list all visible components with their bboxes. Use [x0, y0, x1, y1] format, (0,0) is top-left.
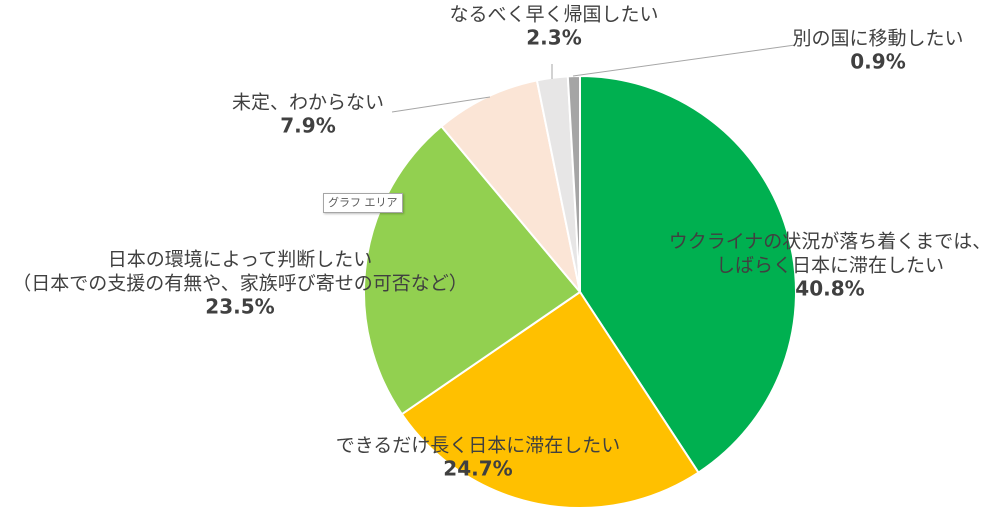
slice-value-3: 23.5% [205, 295, 274, 319]
leader-line-4 [391, 96, 491, 113]
slice-value-6: 0.9% [850, 50, 905, 74]
leader-line-6 [572, 44, 796, 77]
slice-label-6-line-1: 別の国に移動したい [792, 28, 963, 50]
slice-value-1: 40.8% [795, 277, 864, 301]
pie-slice-3 [363, 124, 582, 416]
slice-label-3-line-1: 日本の環境によって判断したい [108, 249, 372, 271]
pie-slice-2 [400, 290, 700, 509]
slice-label-3-line-2: （日本での支援の有無や、家族呼び寄せの可否など） [12, 273, 467, 295]
data-label-3: 日本の環境によって判断したい（日本での支援の有無や、家族呼び寄せの可否など）23… [12, 249, 467, 319]
pie-slices [363, 74, 797, 509]
slice-value-2: 24.7% [443, 457, 512, 481]
slice-label-5-line-1: なるべく早く帰国したい [449, 4, 658, 26]
slice-label-2-line-1: できるだけ長く日本に滞在したい [336, 435, 621, 457]
slice-value-5: 2.3% [526, 26, 581, 50]
slice-label-1-line-1: ウクライナの状況が落ち着くまでは、 [669, 231, 992, 253]
slice-label-4-line-1: 未定、わからない [232, 92, 384, 114]
slice-label-1-line-2: しばらく日本に滞在したい [716, 255, 944, 277]
chart-area-tooltip: グラフ エリア [323, 193, 403, 213]
slice-value-4: 7.9% [280, 114, 335, 138]
leader-lines [391, 44, 796, 113]
